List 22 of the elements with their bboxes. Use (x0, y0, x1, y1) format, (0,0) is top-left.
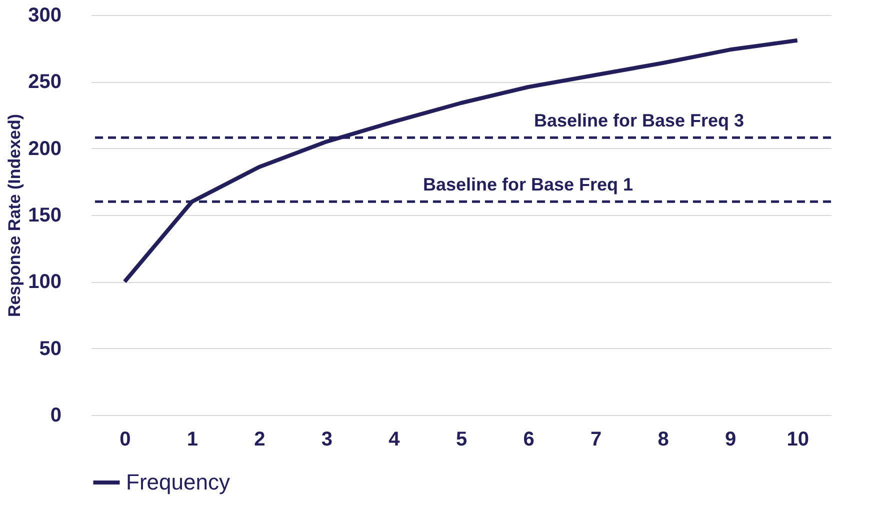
x-tick-label: 0 (120, 428, 131, 450)
x-tick-label: 8 (658, 428, 669, 450)
x-tick-label: 6 (523, 428, 534, 450)
x-tick-label: 9 (725, 428, 736, 450)
y-tick-label: 150 (28, 204, 62, 226)
y-tick-label: 200 (28, 138, 62, 160)
ref-line-label: Baseline for Base Freq 1 (422, 174, 634, 195)
y-tick-label: 0 (50, 404, 62, 426)
y-tick-label: 100 (28, 271, 62, 294)
y-axis-title: Response Rate (Indexed) (5, 114, 24, 318)
x-tick-label: 3 (321, 428, 333, 450)
x-tick-label: 2 (254, 428, 266, 450)
x-tick-label: 7 (590, 428, 602, 450)
y-tick-label: 300 (28, 4, 62, 26)
x-tick-label: 4 (388, 428, 401, 450)
y-tick-label: 250 (28, 71, 62, 94)
x-tick-label: 5 (456, 428, 468, 450)
y-tick-label: 50 (39, 338, 62, 360)
ref-line-label: Baseline for Base Freq 3 (534, 110, 744, 131)
x-tick-label: 1 (186, 428, 198, 450)
x-tick-label: 10 (786, 428, 809, 450)
legend-label: Frequency (126, 470, 230, 494)
